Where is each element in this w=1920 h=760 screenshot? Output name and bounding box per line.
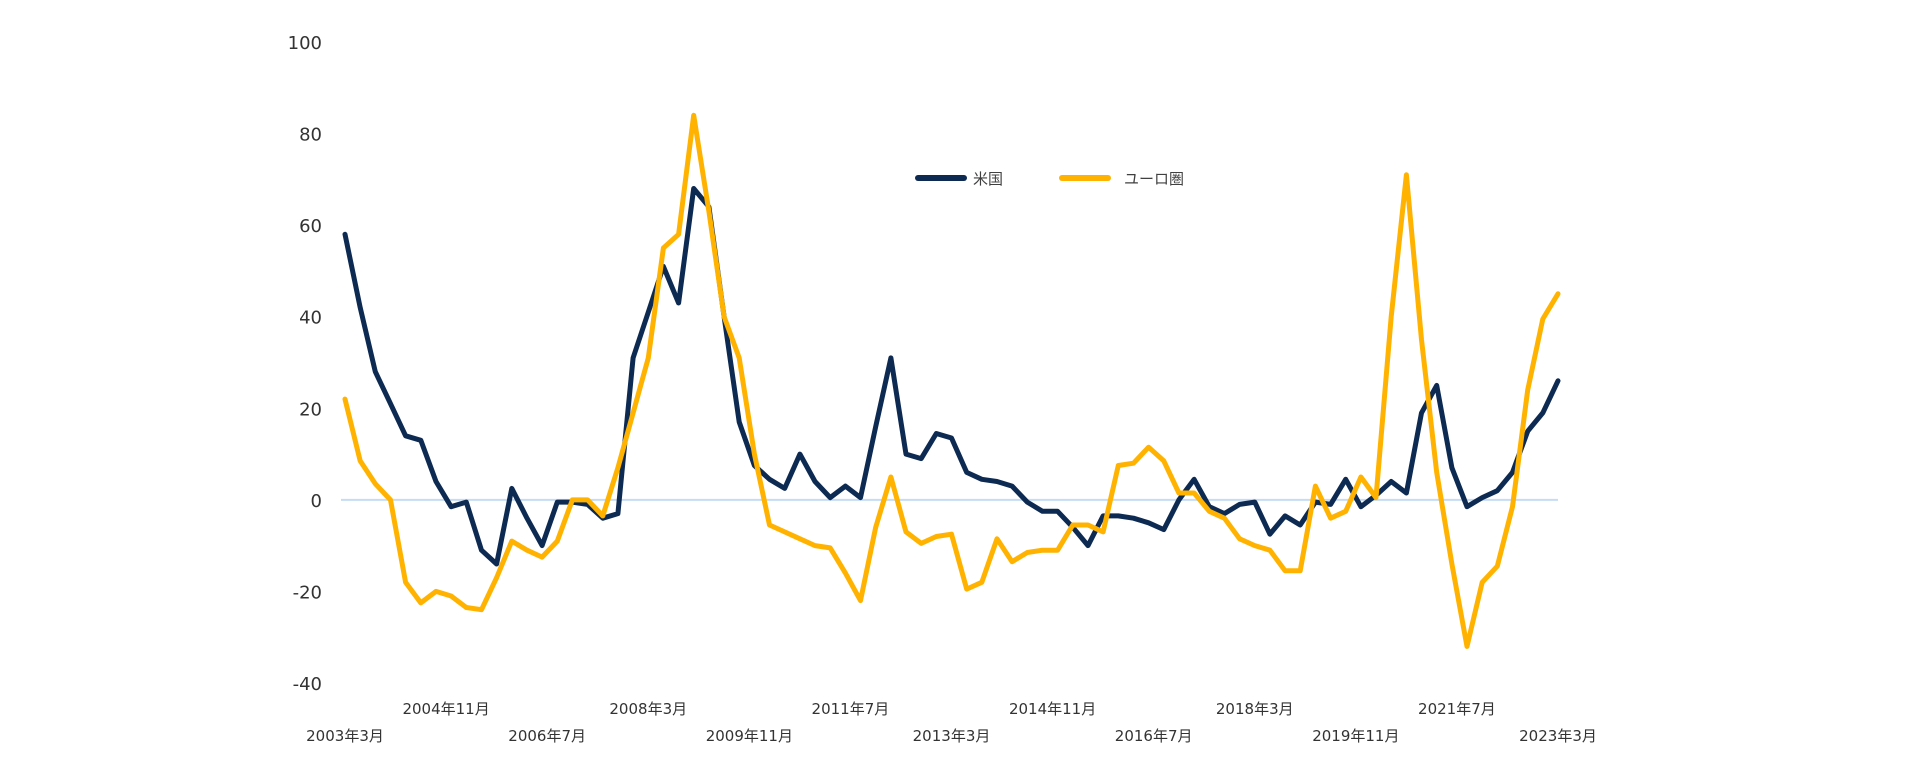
- legend-label-us: 米国: [973, 170, 1003, 188]
- y-tick-label: 60: [299, 216, 322, 237]
- x-tick-label: 2018年3月: [1216, 700, 1294, 718]
- series-layer: [342, 112, 1561, 649]
- y-tick-label: 100: [288, 33, 322, 54]
- x-tick-label: 2014年11月: [1009, 700, 1096, 718]
- x-tick-label: 2003年3月: [306, 727, 384, 745]
- series-line-euro: [342, 112, 1561, 649]
- x-tick-label: 2004年11月: [402, 700, 489, 718]
- legend: 米国 ユーロ圏: [915, 170, 1184, 188]
- x-tick-label: 2016年7月: [1115, 727, 1193, 745]
- y-tick-label: -20: [293, 582, 322, 603]
- x-tick-label: 2006年7月: [508, 727, 586, 745]
- x-tick-label: 2009年11月: [706, 727, 793, 745]
- x-tick-label: 2023年3月: [1519, 727, 1597, 745]
- y-tick-label: 40: [299, 308, 322, 329]
- x-tick-label: 2021年7月: [1418, 700, 1496, 718]
- series-line-us: [342, 186, 1561, 567]
- x-tick-label: 2011年7月: [812, 700, 890, 718]
- x-tick-label: 2008年3月: [609, 700, 687, 718]
- y-tick-label: 20: [299, 399, 322, 420]
- y-tick-label: 0: [311, 491, 322, 512]
- y-tick-label: -40: [293, 674, 322, 695]
- x-tick-label: 2019年11月: [1312, 727, 1399, 745]
- x-tick-label: 2013年3月: [913, 727, 991, 745]
- x-axis: 2003年3月 2004年11月 2006年7月 2008年3月 2009年11月 201…: [306, 700, 1597, 745]
- legend-label-euro: ユーロ圏: [1124, 170, 1184, 188]
- y-axis: 100 80 60 40 20 0 -20 -40: [288, 33, 322, 695]
- y-tick-label: 80: [299, 125, 322, 146]
